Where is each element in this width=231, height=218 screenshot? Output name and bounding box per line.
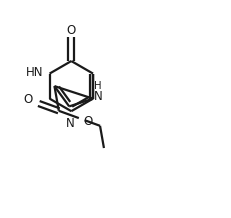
Text: N: N — [93, 90, 102, 103]
Text: N: N — [66, 117, 74, 130]
Text: O: O — [23, 93, 33, 106]
Text: H: H — [94, 81, 101, 91]
Text: O: O — [83, 115, 92, 128]
Text: HN: HN — [25, 66, 43, 79]
Text: O: O — [66, 24, 76, 37]
